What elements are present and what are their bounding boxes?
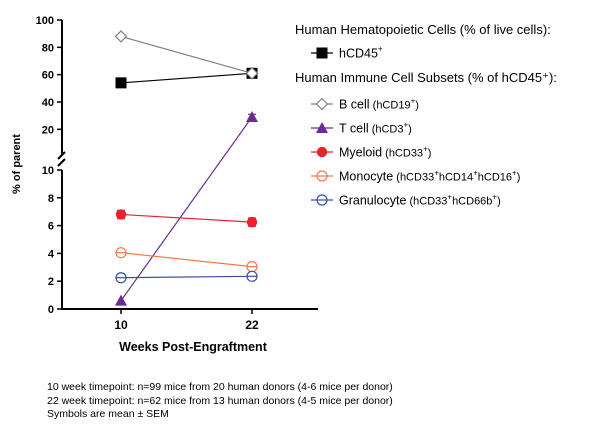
legend-marker [316,122,328,133]
legend-label: Monocyte (hCD33+hCD14+hCD16+) [339,169,520,184]
data-point [115,77,127,89]
legend-label: hCD45+ [339,45,383,61]
y-tick-label: 0 [48,304,54,316]
data-point [246,216,258,228]
series-myeloid [115,209,258,228]
y-tick-label: 10 [42,165,54,177]
legend-marker [316,146,328,158]
series-bcell [114,30,259,80]
y-tick-label: 40 [42,97,54,109]
legend-marker [316,47,328,59]
footnote: 10 week timepoint: n=99 mice from 20 hum… [47,381,393,393]
series-line [120,213,253,223]
axis-break-mark [57,158,66,167]
legend-label: T cell (hCD3+) [339,121,412,136]
data-point [246,111,258,123]
footnote: 22 week timepoint: n=62 mice from 13 hum… [47,394,393,407]
series-line [120,35,253,74]
series-line [120,275,253,279]
series-hcd45 [115,67,258,89]
chart: 0 2 4 6 8 10 20 40 60 80 100 10 22 % of parent Weeks P… [11,15,557,354]
legend-item-bcell: B cell (hCD19+) [311,97,419,112]
legend-label: B cell (hCD19+) [339,97,419,112]
x-tick-label: 22 [245,318,259,332]
footnotes: 10 week timepoint: n=99 mice from 20 hum… [47,381,393,422]
y-axis-label: % of parent [11,134,23,194]
data-point [115,209,127,220]
footnote: Symbols are mean ± SEM [47,408,169,420]
series-monocyte [115,247,258,273]
series-tcell [115,111,258,306]
legend: Human Hematopoietic Cells (% of live cel… [295,22,557,208]
y-tick-label: 4 [48,248,55,260]
y-tick-label: 80 [42,42,54,54]
series-line [120,252,253,268]
series-line [120,116,253,302]
legend-item-hcd45: hCD45+ [311,45,383,61]
legend-label: Myeloid (hCD33+) [339,145,431,160]
axis-break-mark [57,151,66,160]
y-tick-label: 2 [48,276,54,288]
x-tick-label: 10 [114,318,128,332]
legend-item-tcell: T cell (hCD3+) [311,121,412,136]
series-layer [114,30,259,306]
legend-label: Granulocyte (hCD33+hCD66b+) [339,193,501,208]
legend-item-myeloid: Myeloid (hCD33+) [311,145,431,160]
y-tick-label: 8 [48,193,54,205]
y-tick-label: 100 [36,15,54,27]
legend-group-title: Human Hematopoietic Cells (% of live cel… [295,22,551,37]
y-tick-label: 60 [42,70,54,82]
legend-item-granulocyte: Granulocyte (hCD33+hCD66b+) [311,193,501,208]
legend-group-title: Human Immune Cell Subsets (% of hCD45⁺): [295,70,557,85]
data-point [115,294,127,306]
series-granulocyte [115,270,258,284]
legend-marker [315,97,329,111]
series-line [120,72,253,84]
y-tick-label: 6 [48,221,54,233]
data-point [245,66,259,80]
x-axis-label: Weeks Post-Engraftment [119,340,268,354]
data-point [114,30,128,43]
axes: 0 2 4 6 8 10 20 40 60 80 100 10 22 % of parent Weeks P… [11,15,318,354]
legend-item-monocyte: Monocyte (hCD33+hCD14+hCD16+) [311,169,520,184]
y-tick-label: 20 [42,124,54,136]
